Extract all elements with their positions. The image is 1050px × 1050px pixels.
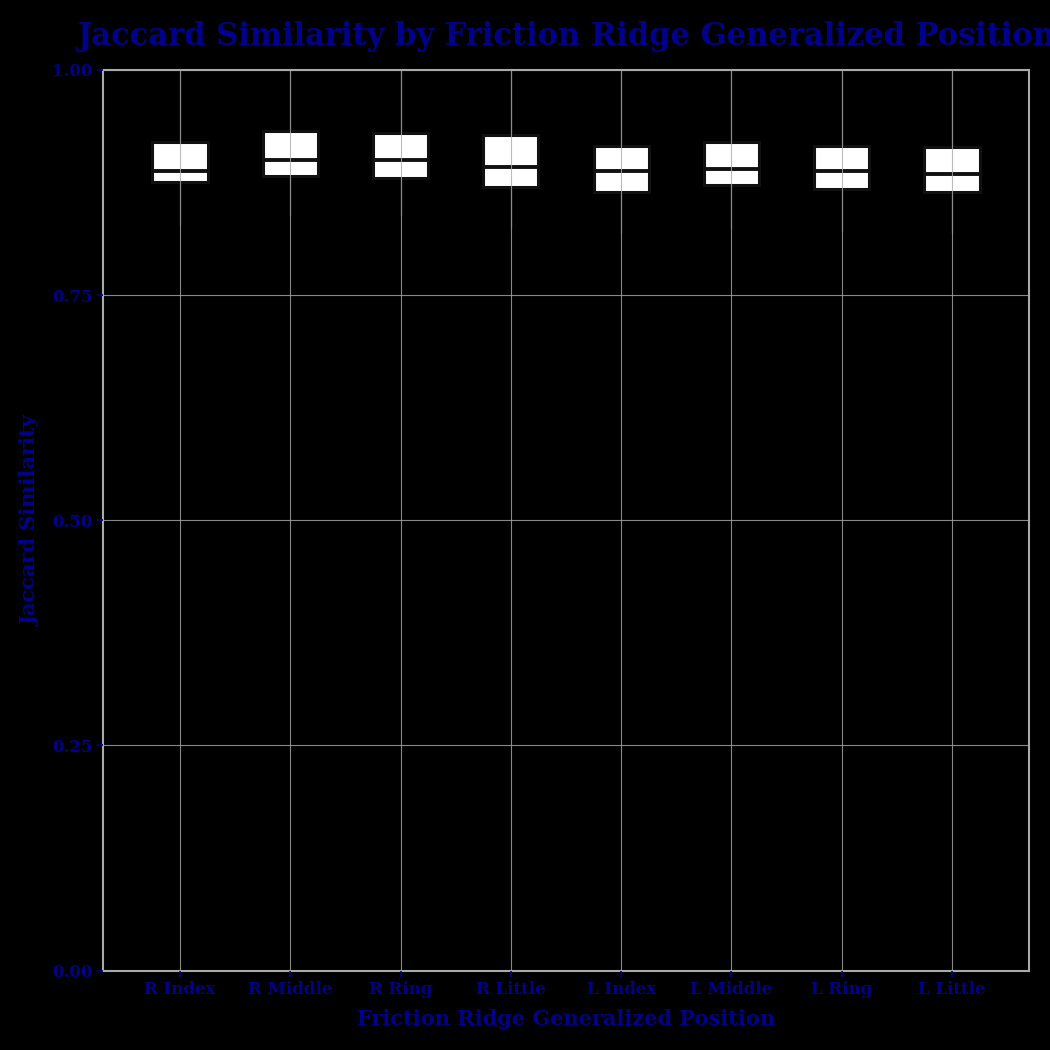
PathPatch shape (262, 131, 318, 176)
X-axis label: Friction Ridge Generalized Position: Friction Ridge Generalized Position (357, 1009, 775, 1029)
PathPatch shape (373, 133, 428, 177)
PathPatch shape (814, 146, 869, 189)
PathPatch shape (483, 134, 539, 187)
PathPatch shape (924, 147, 980, 192)
PathPatch shape (593, 146, 649, 192)
PathPatch shape (704, 142, 759, 185)
PathPatch shape (152, 142, 208, 182)
Y-axis label: Jaccard Similarity: Jaccard Similarity (21, 415, 41, 626)
Title: Jaccard Similarity by Friction Ridge Generalized Position: Jaccard Similarity by Friction Ridge Gen… (77, 21, 1050, 51)
